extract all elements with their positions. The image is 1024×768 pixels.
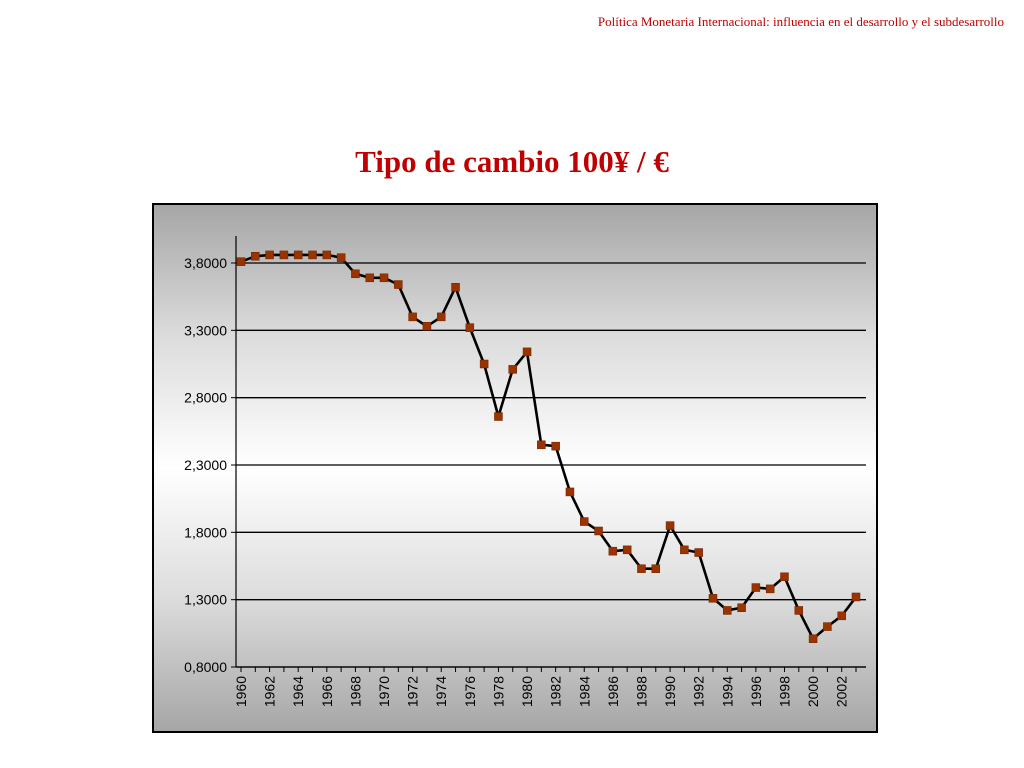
y-tick-label: 3,3000 — [184, 322, 227, 338]
x-tick-label: 1988 — [633, 676, 649, 707]
y-tick-label: 3,8000 — [184, 255, 227, 271]
data-point-marker — [451, 282, 460, 292]
y-tick-label: 1,3000 — [184, 592, 227, 608]
data-point-marker — [837, 611, 846, 621]
data-point-marker — [408, 312, 417, 322]
y-tick-label: 1,8000 — [184, 524, 227, 540]
data-point-marker — [251, 252, 260, 261]
data-point-marker — [236, 257, 246, 266]
data-point-marker — [436, 312, 446, 322]
data-point-marker — [622, 545, 632, 555]
data-point-marker — [422, 322, 432, 331]
x-tick-label: 1980 — [519, 676, 535, 707]
data-point-marker — [565, 487, 575, 497]
data-point-marker — [394, 280, 403, 289]
x-tick-label: 1964 — [290, 676, 306, 707]
data-point-marker — [608, 546, 618, 556]
data-point-marker — [808, 634, 818, 643]
data-point-marker — [751, 583, 761, 592]
data-point-marker — [508, 365, 517, 374]
x-tick-label: 1994 — [719, 676, 735, 707]
x-tick-label: 1978 — [490, 676, 506, 707]
x-tick-label: 1974 — [433, 676, 449, 707]
chart-frame: 0,8000 1,3000 1,8000 2,3000 2,8000 3,3000 3,80… — [152, 203, 878, 733]
data-point-marker — [723, 606, 732, 615]
data-point-marker — [522, 347, 532, 357]
x-tick-label: 1996 — [748, 676, 764, 707]
data-point-marker — [465, 323, 475, 332]
x-tick-label: 1982 — [548, 676, 564, 707]
data-point-marker — [308, 250, 317, 260]
x-tick-label: 2000 — [805, 676, 821, 707]
data-point-marker — [823, 622, 832, 631]
data-point-marker — [551, 441, 560, 451]
data-point-marker — [494, 412, 503, 421]
y-tick-label: 2,3000 — [184, 457, 227, 473]
x-tick-label: 1968 — [347, 676, 363, 707]
data-point-marker — [537, 440, 546, 450]
data-point-marker — [765, 584, 775, 594]
data-point-marker — [265, 250, 274, 260]
data-point-marker — [365, 273, 374, 283]
data-point-marker — [680, 545, 689, 555]
data-point-marker — [479, 359, 489, 369]
data-point-marker — [279, 250, 289, 260]
y-tick-label: 2,8000 — [184, 390, 227, 406]
data-point-marker — [379, 273, 389, 283]
data-point-marker — [594, 526, 603, 536]
x-tick-label: 1966 — [319, 676, 335, 707]
x-tick-label: 1960 — [233, 676, 249, 707]
data-point-marker — [708, 594, 718, 603]
line-chart: 0,8000 1,3000 1,8000 2,3000 2,8000 3,3000 3,80… — [184, 236, 866, 707]
data-point-marker — [336, 253, 346, 262]
data-point-marker — [580, 517, 589, 526]
data-point-marker — [665, 521, 675, 530]
x-tick-label: 1972 — [405, 676, 421, 707]
x-tick-label: 1984 — [576, 676, 592, 707]
x-tick-label: 1998 — [776, 676, 792, 707]
data-point-marker — [694, 548, 703, 557]
x-tick-label: 1992 — [691, 676, 707, 707]
data-point-marker — [780, 572, 789, 582]
y-tick-label: 0,8000 — [184, 659, 227, 675]
x-tick-label: 1986 — [605, 676, 621, 707]
chart-title: Tipo de cambio 100¥ / € — [355, 144, 669, 179]
data-point-marker — [293, 250, 303, 260]
data-point-marker — [637, 564, 646, 573]
x-tick-label: 2002 — [834, 676, 850, 707]
series-line — [240, 253, 858, 641]
x-tick-label: 1990 — [662, 676, 678, 707]
data-point-marker — [737, 603, 746, 612]
slide-header: Política Monetaria Internacional: influe… — [597, 14, 1004, 29]
data-point-marker — [794, 606, 804, 615]
data-point-marker — [322, 250, 332, 260]
data-point-marker — [351, 269, 360, 279]
data-point-marker — [651, 564, 661, 573]
x-tick-label: 1976 — [462, 676, 478, 707]
x-tick-label: 1962 — [262, 676, 278, 707]
data-point-marker — [851, 592, 861, 602]
x-tick-label: 1970 — [376, 676, 392, 707]
